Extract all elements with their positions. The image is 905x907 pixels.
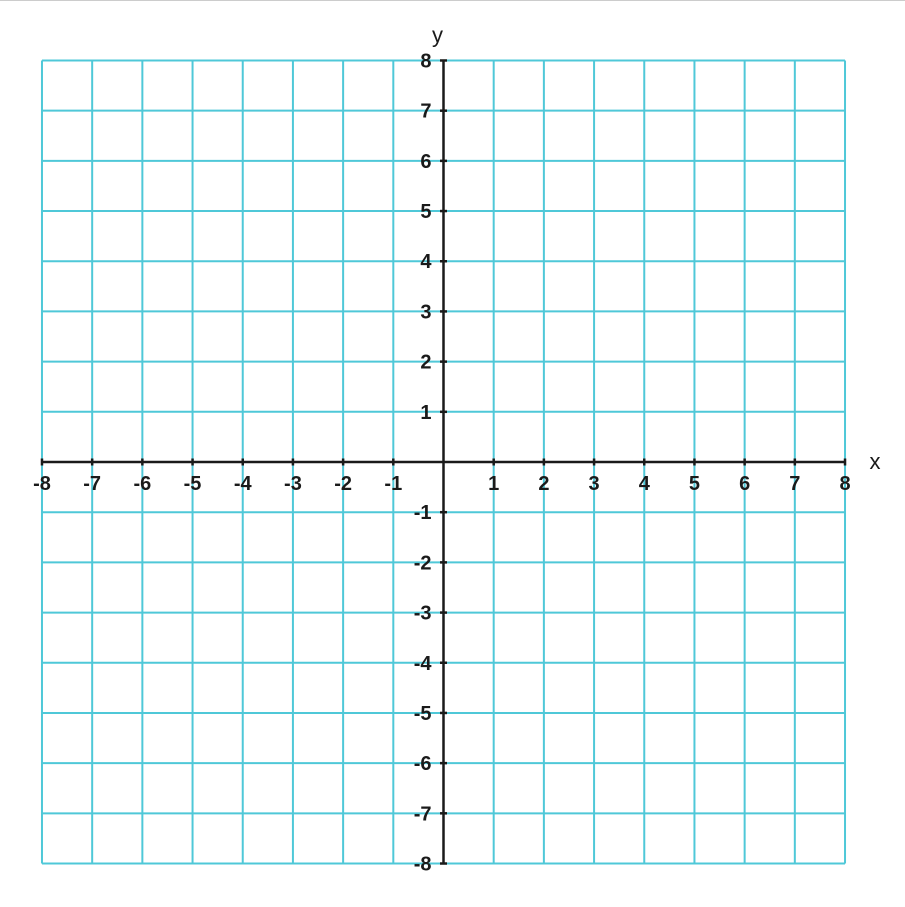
- y-tick-label: -5: [414, 703, 432, 725]
- x-tick-label: -6: [133, 473, 151, 495]
- x-tick-label: -8: [33, 473, 51, 495]
- y-tick-label: -4: [414, 653, 433, 675]
- x-tick-label: 8: [839, 473, 850, 495]
- y-tick-label: -1: [414, 502, 432, 524]
- x-tick-label: -2: [334, 473, 352, 495]
- y-tick-label: 8: [420, 50, 431, 72]
- y-tick-label: -8: [414, 854, 432, 876]
- x-tick-label: 6: [739, 473, 750, 495]
- grid-svg: -8 -7 -6 -5 -4 -3 -2 -1 1 2 3 4 5 6 7 8 8 7 6 5 4 3 2 1 -1 -2 -3 -4…: [0, 1, 905, 907]
- x-tick-label: 3: [589, 473, 600, 495]
- y-tick-label: -6: [414, 753, 432, 775]
- x-tick-label: -3: [284, 473, 302, 495]
- x-tick-label: -4: [234, 473, 253, 495]
- y-tick-label: 1: [420, 402, 431, 424]
- y-axis-title: y: [432, 22, 443, 47]
- x-tick-label: -5: [184, 473, 202, 495]
- y-tick-label: 3: [420, 301, 431, 323]
- y-tick-label: 5: [420, 201, 431, 223]
- y-tick-label: 4: [420, 251, 432, 273]
- x-tick-label: 2: [538, 473, 549, 495]
- y-tick-label: -2: [414, 552, 432, 574]
- x-tick-label: 7: [789, 473, 800, 495]
- x-tick-label: 5: [689, 473, 700, 495]
- y-tick-label: 7: [420, 101, 431, 123]
- y-tick-label: 6: [420, 151, 431, 173]
- x-tick-label: -7: [83, 473, 101, 495]
- y-tick-label: -3: [414, 603, 432, 625]
- x-tick-label: 4: [639, 473, 651, 495]
- x-axis-title: x: [870, 449, 881, 474]
- x-tick-label: -1: [384, 473, 402, 495]
- y-tick-label: 2: [420, 352, 431, 374]
- y-tick-label: -7: [414, 803, 432, 825]
- coordinate-grid-chart: -8 -7 -6 -5 -4 -3 -2 -1 1 2 3 4 5 6 7 8 8 7 6 5 4 3 2 1 -1 -2 -3 -4…: [0, 1, 905, 907]
- x-tick-label: 1: [488, 473, 499, 495]
